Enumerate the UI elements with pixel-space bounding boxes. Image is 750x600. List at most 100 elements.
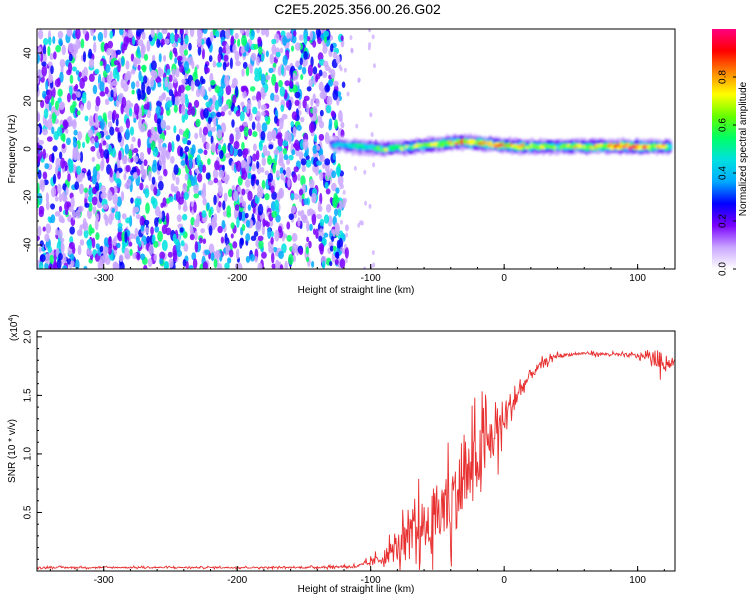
spectrogram-cell xyxy=(306,256,310,263)
spectrogram-cell xyxy=(52,173,57,185)
snr-x-label: Height of straight line (km) xyxy=(298,584,415,595)
spectrogram-cell xyxy=(146,101,150,111)
spectrogram-cell xyxy=(232,43,237,54)
x-tick-label: -200 xyxy=(227,575,247,586)
spectrogram-cell xyxy=(345,232,349,238)
spectrogram-cell xyxy=(265,29,270,38)
spectrogram-cell xyxy=(99,60,103,67)
spectrogram-cell xyxy=(192,258,198,269)
spectrogram-cell xyxy=(241,200,247,207)
spectrogram-cell xyxy=(205,172,211,180)
spectrogram-cell xyxy=(49,254,54,264)
spectrogram-cell xyxy=(109,82,113,90)
spectrogram-cell xyxy=(272,62,277,68)
spectrogram-cell xyxy=(124,143,130,155)
spectrogram-cell xyxy=(330,68,336,79)
spectrogram-cell xyxy=(138,70,142,82)
spectrogram-cell xyxy=(371,34,375,40)
spectrogram-cell xyxy=(669,0,673,1)
spectrogram-cell xyxy=(125,118,131,129)
spectrogram-cell xyxy=(102,253,109,262)
spectrogram-cell xyxy=(68,86,73,95)
spectrogram-cell xyxy=(328,0,332,4)
spectrogram-cell xyxy=(57,77,61,86)
spectrogram-cell xyxy=(175,134,181,142)
spectrogram-cell xyxy=(121,213,127,220)
colorbar: 0.0 0.2 0.4 0.6 0.8 Normalized spectral ampl… xyxy=(712,29,749,276)
spectrogram-cell xyxy=(54,107,60,117)
spectrogram-cell xyxy=(103,29,108,39)
spectrogram-cell xyxy=(372,162,376,168)
spectrogram-cell xyxy=(294,91,301,99)
spectrogram-cell xyxy=(223,54,229,62)
spectrogram-cell xyxy=(138,240,142,248)
spectrogram-cell xyxy=(101,157,105,170)
spectrogram-cell xyxy=(97,202,103,209)
spectrogram-cell xyxy=(220,236,225,244)
spectrogram-cell xyxy=(157,82,162,88)
spectrogram-cell xyxy=(318,242,325,252)
spectrogram-cell xyxy=(258,239,264,250)
spectrogram-cell xyxy=(157,137,161,144)
spectrogram-cell xyxy=(257,36,262,45)
spectrogram-cell xyxy=(158,68,164,77)
spectrogram-cell xyxy=(209,31,214,42)
spectrogram-cell xyxy=(271,210,277,219)
spectrogram-cell xyxy=(54,100,60,111)
spectrogram-cell xyxy=(226,205,231,215)
spectrogram-cell xyxy=(59,71,64,83)
spectrogram-cell xyxy=(133,57,138,68)
spectrogram-cell xyxy=(301,164,306,173)
spectrogram-cell xyxy=(221,219,226,229)
spectrogram-cell xyxy=(143,264,148,269)
spectrogram-cell xyxy=(254,75,261,82)
spectrogram-cell xyxy=(298,248,304,256)
spectrogram-cell xyxy=(493,143,498,148)
spectrogram-cell xyxy=(130,143,134,151)
spectrogram-cell xyxy=(273,94,280,103)
spectrogram-cell xyxy=(200,228,206,234)
spectrogram-cell xyxy=(213,194,217,206)
spectrogram-cell xyxy=(43,38,49,46)
spectrogram-cell xyxy=(151,163,157,173)
spectrogram-cell xyxy=(147,257,153,268)
spectrogram-cell xyxy=(137,198,142,206)
spectrogram-cell xyxy=(91,237,96,249)
spectrogram-cell xyxy=(247,190,253,202)
spectrogram-cell xyxy=(363,266,367,269)
colorbar-tick-label: 0.8 xyxy=(718,70,729,84)
spectrogram-cell xyxy=(50,203,56,210)
spectrogram-cell xyxy=(328,79,334,87)
spectrogram-cell xyxy=(328,0,332,7)
spectrogram-cell xyxy=(260,104,267,111)
spectrogram-cell xyxy=(247,204,252,212)
spectrogram-cell xyxy=(372,63,376,69)
spectrogram-cell xyxy=(255,150,260,161)
spectrogram-cell xyxy=(78,205,84,213)
spectrogram-cell xyxy=(341,81,346,88)
spectrogram-cell xyxy=(112,193,119,205)
spectrogram-cell xyxy=(184,145,190,153)
y-tick-label: 1.0 xyxy=(23,447,34,461)
spectrogram-cell xyxy=(337,174,344,186)
spectrogram-cell xyxy=(168,258,174,268)
spectrogram-cell xyxy=(315,73,321,80)
colorbar-tick-label: 0.2 xyxy=(718,214,729,228)
spectrogram-cell xyxy=(331,170,337,179)
spectrogram-cell xyxy=(141,31,146,40)
spectrogram-cell xyxy=(241,188,246,196)
spectrogram-cell xyxy=(323,232,329,238)
spectrogram-cell xyxy=(187,102,193,112)
spectrogram-cell xyxy=(75,38,81,50)
spectrogram-cell xyxy=(250,175,255,187)
spectrogram-cell xyxy=(195,88,201,98)
y-tick-label: 1.5 xyxy=(23,388,34,402)
spectrogram-cell xyxy=(306,103,310,115)
spectrogram-cell xyxy=(303,50,308,60)
spectrogram-cell xyxy=(120,57,125,66)
spectrogram-cell xyxy=(113,85,117,98)
spectrogram-cell xyxy=(270,92,275,101)
spectrogram-cell xyxy=(284,80,291,87)
spectrogram-cell xyxy=(91,196,98,206)
spectrogram-cell xyxy=(94,218,99,231)
